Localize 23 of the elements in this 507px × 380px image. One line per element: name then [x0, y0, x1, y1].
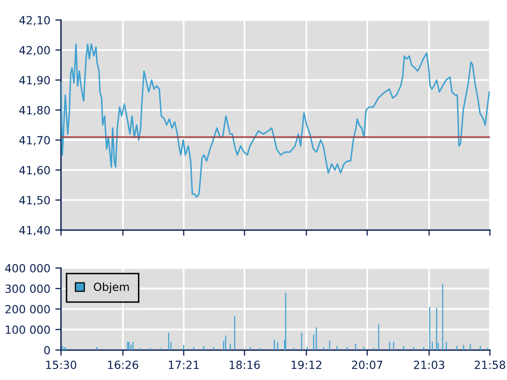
x-tick-label: 20:07 [352, 360, 382, 370]
y-tick-label: 41,70 [19, 136, 50, 146]
y-tick-label: 41,90 [19, 76, 50, 86]
x-tick-label: 18:16 [230, 360, 260, 370]
y-tick-label: 0 [44, 346, 50, 354]
y-tick-label: 400 000 [5, 264, 50, 272]
y-tick-label: 42,00 [19, 46, 50, 56]
x-tick-label: 21:03 [414, 360, 444, 370]
y-tick-label: 100 000 [6, 325, 50, 334]
y-tick-label: 41,50 [19, 196, 50, 206]
x-tick-label: 17:21 [168, 360, 199, 369]
y-tick-label: 41,40 [19, 226, 50, 236]
y-tick-label: 200 000 [5, 304, 50, 314]
y-tick-label: 41,80 [19, 106, 50, 116]
x-tick-label: 15:30 [46, 360, 76, 370]
legend-label: Objem [94, 282, 129, 294]
x-tick-label: 19:12 [292, 360, 322, 370]
y-tick-label: 300 000 [5, 284, 50, 293]
y-tick-label: 41,60 [19, 166, 50, 176]
line-series [60, 43, 490, 198]
x-tick-label: 21:58 [474, 360, 506, 370]
x-tick-label: 16:26 [108, 360, 138, 370]
y-tick-label: 42,10 [19, 16, 50, 26]
